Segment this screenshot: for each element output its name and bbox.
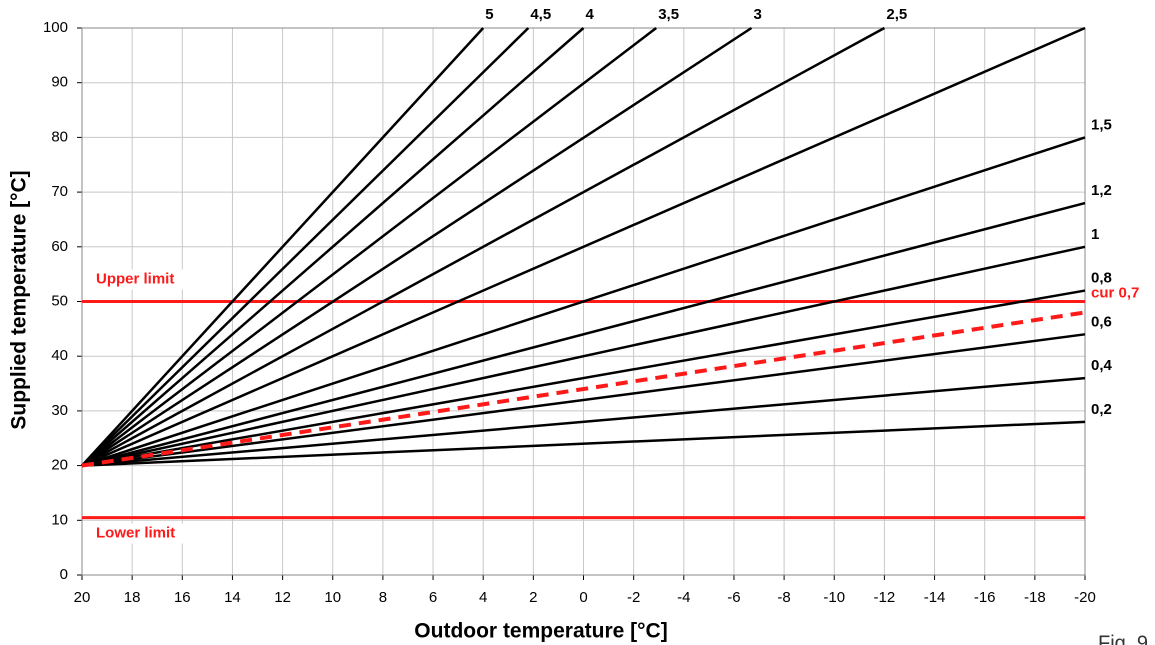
label-bg <box>583 6 614 24</box>
curve <box>81 27 530 467</box>
curve <box>81 136 1086 467</box>
curve-label: 0,4 <box>1091 357 1113 374</box>
curve-label: 4,5 <box>530 6 551 23</box>
x-tick-label: -16 <box>974 589 996 606</box>
x-tick-label: -20 <box>1074 589 1096 606</box>
label-bg <box>483 6 514 24</box>
curve <box>81 26 1086 467</box>
y-tick-label: 20 <box>51 457 68 474</box>
x-tick-label: 0 <box>579 589 587 606</box>
label-bg <box>1089 284 1155 303</box>
curve <box>81 201 1086 467</box>
x-tick-label: -6 <box>727 589 740 606</box>
x-axis-title: Outdoor temperature [°C] <box>414 620 667 643</box>
figure-label: Fig. 9 <box>1098 632 1148 645</box>
x-tick-label: 20 <box>74 589 91 606</box>
curve-label: 0,8 <box>1091 270 1112 287</box>
x-tick-label: 18 <box>124 589 141 606</box>
label-bg <box>528 6 559 24</box>
x-tick-label: -12 <box>874 589 896 606</box>
x-tick-label: -14 <box>924 589 946 606</box>
x-tick-label: 14 <box>224 589 241 606</box>
label-bg <box>656 6 687 24</box>
y-tick-label: 100 <box>43 19 68 36</box>
x-tick-label: 8 <box>379 589 387 606</box>
y-tick-label: 10 <box>51 511 68 528</box>
y-tick-label: 30 <box>51 402 68 419</box>
x-tick-label: 2 <box>529 589 537 606</box>
curve-label: 0,6 <box>1091 313 1112 330</box>
curve-label: 3,5 <box>658 6 679 23</box>
curve <box>81 26 753 467</box>
label-bg <box>1089 225 1119 244</box>
y-tick-label: 0 <box>60 566 68 583</box>
y-axis-title: Supplied temperature [°C] <box>8 170 31 429</box>
curve-label: 0,2 <box>1091 401 1112 418</box>
curve-label: 1,5 <box>1091 116 1112 133</box>
label-bg <box>884 6 915 24</box>
y-tick-label: 50 <box>51 292 68 309</box>
curve <box>81 245 1086 467</box>
curve-label: 4 <box>586 6 595 23</box>
label-bg <box>1089 116 1119 135</box>
curve-label: 3 <box>754 6 762 23</box>
curve <box>81 333 1086 467</box>
x-tick-label: 6 <box>429 589 437 606</box>
x-tick-label: 4 <box>479 589 487 606</box>
y-tick-label: 60 <box>51 238 68 255</box>
curve <box>81 289 1086 467</box>
y-tick-label: 40 <box>51 347 68 364</box>
label-bg <box>1089 313 1119 332</box>
curve <box>81 27 657 467</box>
label-bg <box>751 6 782 24</box>
curve-label: 1,2 <box>1091 182 1112 199</box>
curve <box>81 27 485 467</box>
curve-label: cur 0,7 <box>1091 284 1139 301</box>
label-bg <box>1089 182 1119 201</box>
y-tick-label: 80 <box>51 128 68 145</box>
y-tick-label: 90 <box>51 74 68 91</box>
y-tick-label: 70 <box>51 183 68 200</box>
x-tick-label: -10 <box>823 589 845 606</box>
label-bg <box>1089 269 1119 288</box>
label-bg <box>92 269 198 290</box>
limit-label: Lower limit <box>96 525 175 542</box>
curve <box>81 376 1086 467</box>
x-tick-label: 12 <box>274 589 291 606</box>
x-tick-label: -8 <box>777 589 790 606</box>
curve-label: 2,5 <box>886 6 907 23</box>
curve <box>81 310 1086 468</box>
limit-label: Upper limit <box>96 270 174 287</box>
curve-label: 1 <box>1091 226 1099 243</box>
curve <box>81 27 585 467</box>
curve-label: 5 <box>485 6 493 23</box>
label-bg <box>1089 357 1119 376</box>
curve <box>81 420 1086 467</box>
label-bg <box>1089 400 1119 419</box>
label-bg <box>92 523 198 544</box>
x-tick-label: 16 <box>174 589 191 606</box>
x-tick-label: -4 <box>677 589 690 606</box>
curve <box>81 26 885 467</box>
x-tick-label: -18 <box>1024 589 1046 606</box>
x-tick-label: 10 <box>324 589 341 606</box>
x-tick-label: -2 <box>627 589 640 606</box>
